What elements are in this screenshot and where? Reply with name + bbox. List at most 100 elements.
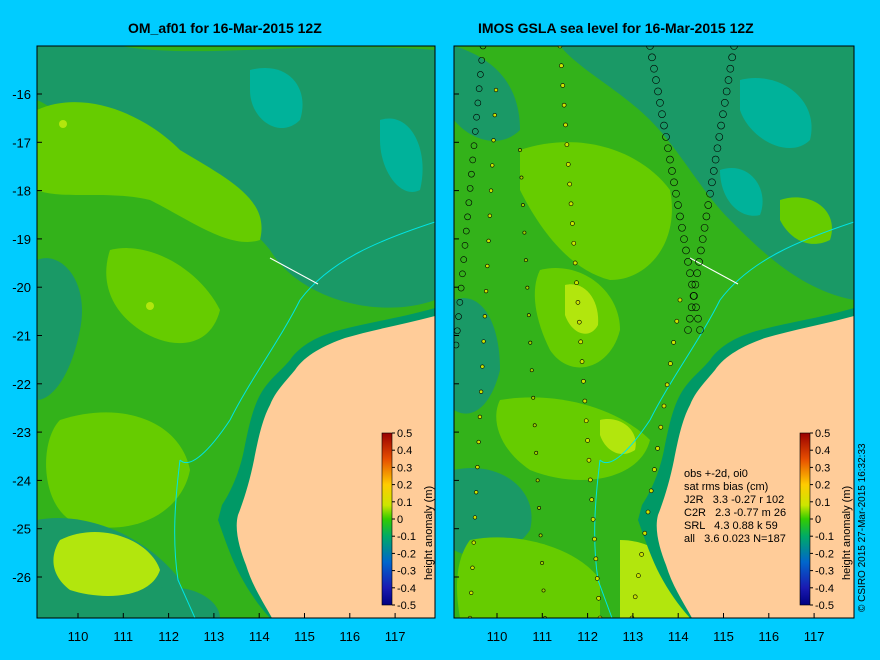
left-y-tick-label: -20 [12, 280, 31, 295]
observation-marker [592, 536, 597, 542]
observation-marker [474, 99, 482, 107]
colorbar-tick-label: 0 [815, 514, 821, 526]
observation-marker [561, 102, 567, 108]
observation-marker [578, 339, 583, 345]
colorbar-tick-label: 0.5 [397, 428, 412, 440]
observation-marker [475, 465, 480, 470]
observation-marker [480, 364, 485, 369]
observation-marker [652, 467, 657, 472]
observation-marker [522, 230, 527, 235]
observation-marker [582, 398, 588, 404]
colorbar-tick-label: 0.5 [815, 428, 830, 440]
observation-marker [465, 199, 473, 206]
colorbar-tick-label: -0.3 [815, 566, 834, 578]
observation-marker [654, 87, 662, 96]
observation-marker [477, 71, 484, 78]
observation-marker [537, 505, 542, 510]
observation-marker [684, 258, 692, 266]
observation-marker [460, 256, 468, 263]
observation-marker [570, 221, 575, 226]
right-map [454, 46, 854, 618]
observation-marker [575, 300, 581, 305]
observation-marker [642, 530, 648, 536]
observation-marker [526, 313, 531, 318]
observation-marker [719, 110, 727, 118]
observation-marker [581, 379, 586, 384]
observation-marker [574, 280, 579, 285]
observation-marker [700, 223, 709, 232]
observation-marker [656, 99, 664, 107]
observation-marker [469, 590, 474, 595]
colorbar-tick-label: 0.1 [815, 497, 830, 509]
stats-box: obs +-2d, oi0 sat rms bias (cm) J2R 3.3 … [684, 468, 787, 545]
observation-marker [469, 156, 477, 164]
left-x-tick-label: 110 [68, 629, 89, 644]
observation-marker [668, 167, 676, 175]
observation-marker [475, 85, 483, 93]
colorbar-tick-label: -0.1 [815, 531, 834, 543]
observation-marker [715, 133, 724, 141]
observation-marker [672, 189, 680, 198]
observation-marker [594, 576, 600, 581]
left-map [37, 46, 435, 618]
right-x-tick-label: 112 [577, 629, 598, 644]
observation-marker [658, 110, 666, 118]
left-field-north-low [37, 46, 435, 308]
observation-marker [688, 280, 696, 289]
observation-marker [720, 99, 729, 107]
observation-marker [559, 63, 564, 69]
observation-marker [567, 181, 572, 187]
left-colorbar-label: height anomaly (m) [423, 486, 435, 580]
observation-marker [588, 477, 593, 483]
observation-marker [711, 155, 720, 164]
right-panel-title: IMOS GSLA sea level for 16-Mar-2015 12Z [478, 20, 754, 36]
left-y-tick-label: -23 [12, 425, 31, 440]
observation-marker [483, 289, 489, 294]
observation-marker [541, 588, 546, 593]
right-colorbar-label: height anomaly (m) [841, 486, 853, 580]
right-x-tick-label: 116 [758, 629, 779, 644]
observation-marker [704, 201, 713, 209]
colorbar-tick-label: 0.1 [397, 497, 412, 509]
observation-marker [694, 314, 702, 323]
observation-marker [468, 170, 475, 178]
observation-marker [472, 515, 478, 520]
observation-marker [481, 339, 486, 344]
observation-marker [491, 138, 496, 143]
colorbar-tick-label: -0.5 [397, 600, 416, 612]
observation-marker [477, 414, 483, 419]
observation-marker [571, 240, 577, 246]
observation-marker [474, 490, 479, 495]
observation-marker [689, 292, 698, 300]
left-y-tick-label: -25 [12, 522, 31, 537]
observation-marker [666, 155, 674, 164]
observation-marker [724, 76, 733, 84]
left-y-tick-label: -22 [12, 377, 31, 392]
observation-marker [655, 446, 660, 451]
left-y-tick-label: -17 [12, 135, 31, 150]
observation-marker [728, 53, 736, 62]
observation-marker [692, 303, 700, 312]
observation-marker [471, 128, 479, 135]
left-x-tick-label: 114 [249, 629, 270, 644]
left-x-tick-label: 112 [158, 629, 179, 644]
observation-marker [674, 318, 680, 324]
observation-marker [471, 540, 476, 545]
observation-marker [528, 340, 533, 345]
observation-marker [519, 175, 524, 180]
observation-marker [461, 242, 469, 249]
observation-marker [677, 297, 683, 303]
colorbar-tick-label: -0.2 [815, 548, 834, 560]
observation-marker [706, 189, 714, 198]
colorbar-tick-label: -0.2 [397, 548, 416, 560]
observation-marker [485, 263, 490, 269]
observation-marker [482, 314, 487, 319]
observation-marker [473, 113, 480, 121]
observation-marker [487, 213, 492, 218]
observation-marker [686, 314, 694, 323]
observation-marker [479, 389, 484, 394]
observation-marker [454, 341, 460, 349]
right-x-tick-label: 111 [532, 629, 552, 644]
observation-marker [674, 201, 682, 209]
